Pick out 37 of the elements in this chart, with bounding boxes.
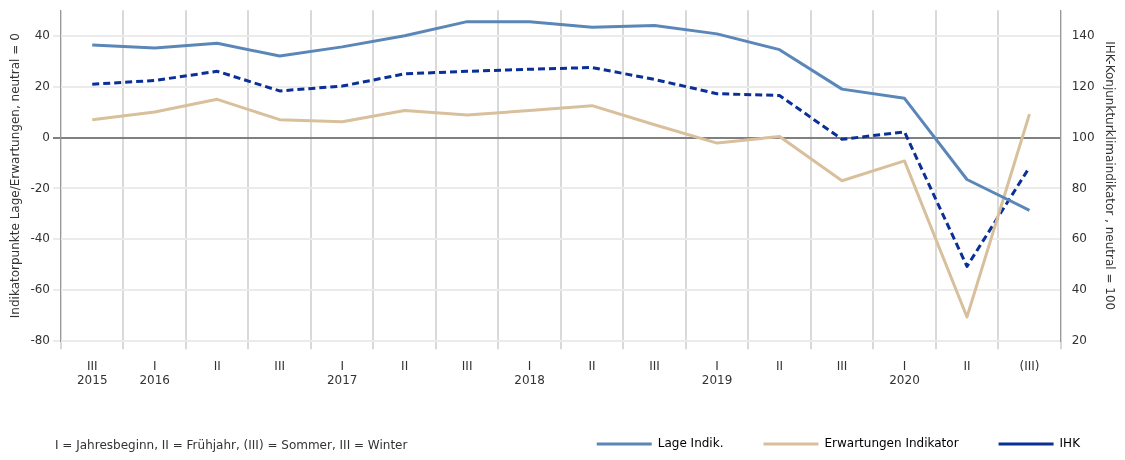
y-tick-label: -20: [30, 180, 50, 195]
y-tick-label: 40: [34, 27, 50, 42]
x-tick-label: II: [775, 358, 784, 373]
y-tick-label: 0: [42, 129, 50, 144]
line-series: [90, 65, 1031, 268]
y2-tick-label: 60: [1071, 231, 1087, 246]
x-tick-label: I 2016: [139, 358, 170, 387]
x-tick-label: III: [836, 358, 848, 373]
x-tick-label: III: [274, 358, 285, 373]
x-tick-label: I 2018: [514, 358, 545, 387]
y-tick-label: -80: [30, 333, 50, 348]
y2-tick-label: 100: [1071, 129, 1095, 144]
x-tick-label: II: [401, 358, 409, 373]
x-tick-label: I 2017: [326, 358, 358, 387]
x-tick-label: III: [461, 358, 473, 373]
legend-label: IHK: [1059, 436, 1082, 451]
x-tick-label: (III): [1019, 358, 1040, 373]
legend-label: Erwartungen Indikator: [824, 436, 959, 451]
y-axis-title: Indikatorpunkte Lage/Erwartungen, neutral = 0: [8, 33, 23, 319]
y-tick-label: 20: [34, 78, 50, 93]
x-tick-label: II: [963, 358, 971, 373]
x-tick-label: I 2019: [701, 358, 733, 387]
y2-tick-label: 40: [1071, 282, 1087, 297]
x-tick-label: III 2015: [76, 358, 108, 387]
y2-tick-label: 140: [1071, 27, 1095, 42]
y2-tick-label: 80: [1071, 180, 1087, 195]
y-tick-label: -40: [30, 231, 50, 246]
x-tick-label: I 2020: [889, 358, 920, 387]
text: I = Jahresbeginn, II = Frühjahr, (III) = Sommer, III = Winter: [55, 438, 408, 452]
legend-label: Lage Indik.: [657, 436, 724, 451]
y2-axis-title: IHK-Konjunkturklimaindikator , neutral = 100: [1102, 41, 1117, 311]
y2-tick-label: 120: [1071, 78, 1095, 93]
x-tick-label: II: [213, 358, 221, 373]
x-tick-label: III: [649, 358, 660, 373]
y2-tick-label: 20: [1071, 333, 1087, 348]
y-tick-label: -60: [30, 282, 50, 297]
x-tick-label: II: [588, 358, 596, 373]
